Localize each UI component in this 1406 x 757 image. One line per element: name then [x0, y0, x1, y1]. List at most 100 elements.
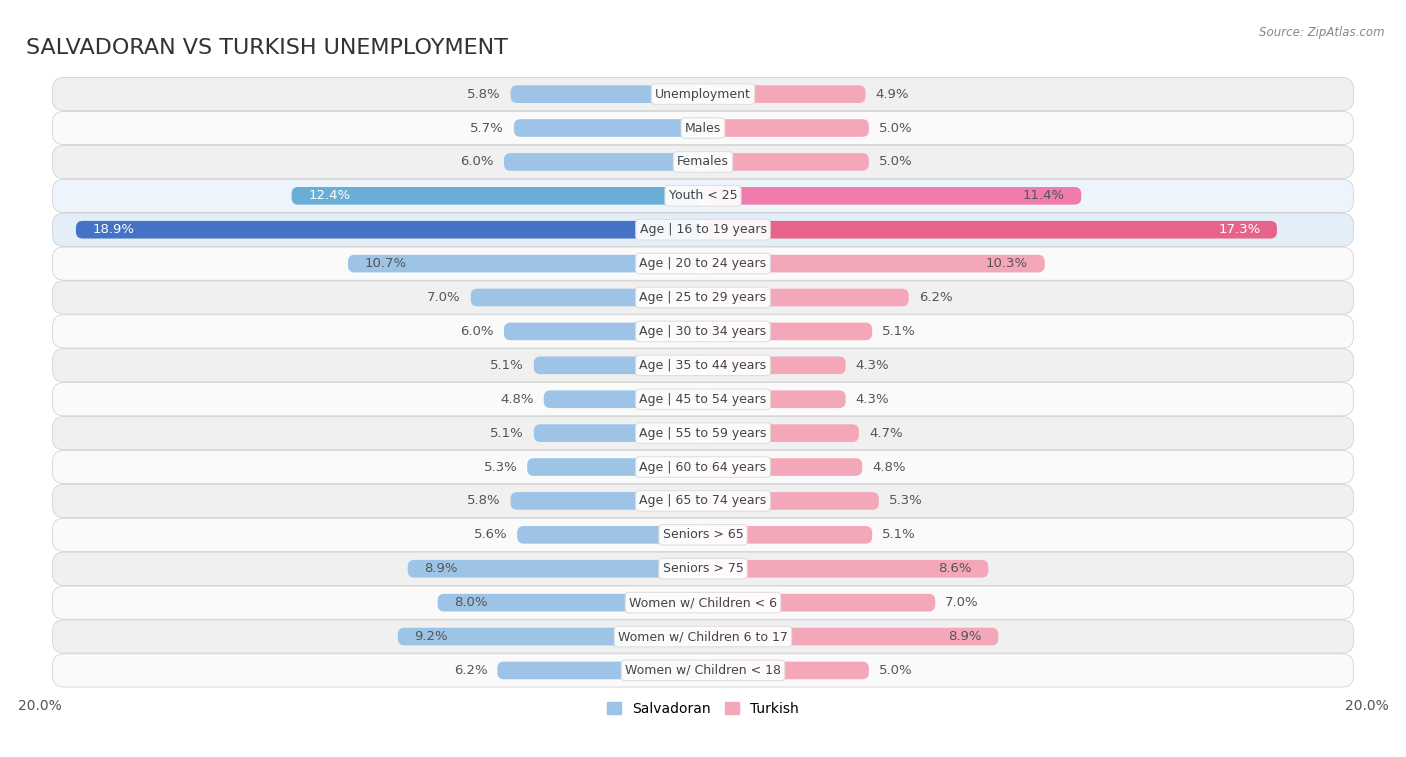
Text: 8.0%: 8.0% [454, 597, 488, 609]
FancyBboxPatch shape [703, 662, 869, 679]
FancyBboxPatch shape [503, 322, 703, 340]
FancyBboxPatch shape [437, 593, 703, 612]
Text: 6.2%: 6.2% [454, 664, 488, 677]
FancyBboxPatch shape [703, 221, 1277, 238]
FancyBboxPatch shape [52, 247, 1354, 280]
Text: 5.7%: 5.7% [470, 122, 503, 135]
Text: 8.6%: 8.6% [938, 562, 972, 575]
Text: 5.0%: 5.0% [879, 122, 912, 135]
FancyBboxPatch shape [703, 492, 879, 509]
FancyBboxPatch shape [534, 357, 703, 374]
FancyBboxPatch shape [703, 628, 998, 646]
FancyBboxPatch shape [52, 552, 1354, 585]
Text: 5.1%: 5.1% [491, 427, 524, 440]
FancyBboxPatch shape [703, 322, 872, 340]
Text: 4.3%: 4.3% [856, 359, 889, 372]
FancyBboxPatch shape [52, 213, 1354, 246]
Text: 12.4%: 12.4% [308, 189, 350, 202]
FancyBboxPatch shape [291, 187, 703, 204]
Text: 6.0%: 6.0% [461, 325, 494, 338]
Text: Age | 25 to 29 years: Age | 25 to 29 years [640, 291, 766, 304]
Text: 5.1%: 5.1% [491, 359, 524, 372]
Text: 4.8%: 4.8% [501, 393, 534, 406]
Text: Youth < 25: Youth < 25 [669, 189, 737, 202]
Text: Age | 65 to 74 years: Age | 65 to 74 years [640, 494, 766, 507]
Text: 8.9%: 8.9% [948, 630, 981, 643]
Text: Age | 55 to 59 years: Age | 55 to 59 years [640, 427, 766, 440]
Text: Source: ZipAtlas.com: Source: ZipAtlas.com [1260, 26, 1385, 39]
Text: 11.4%: 11.4% [1022, 189, 1064, 202]
FancyBboxPatch shape [52, 484, 1354, 518]
FancyBboxPatch shape [703, 86, 866, 103]
FancyBboxPatch shape [52, 382, 1354, 416]
Text: Age | 60 to 64 years: Age | 60 to 64 years [640, 460, 766, 474]
FancyBboxPatch shape [703, 153, 869, 171]
FancyBboxPatch shape [52, 281, 1354, 314]
Text: 5.8%: 5.8% [467, 88, 501, 101]
FancyBboxPatch shape [408, 560, 703, 578]
FancyBboxPatch shape [544, 391, 703, 408]
Text: Women w/ Children < 18: Women w/ Children < 18 [626, 664, 780, 677]
FancyBboxPatch shape [52, 111, 1354, 145]
FancyBboxPatch shape [52, 179, 1354, 213]
Text: 4.8%: 4.8% [872, 460, 905, 474]
Text: SALVADORAN VS TURKISH UNEMPLOYMENT: SALVADORAN VS TURKISH UNEMPLOYMENT [27, 38, 508, 58]
Text: 18.9%: 18.9% [93, 223, 135, 236]
FancyBboxPatch shape [510, 86, 703, 103]
Text: Women w/ Children < 6: Women w/ Children < 6 [628, 597, 778, 609]
FancyBboxPatch shape [498, 662, 703, 679]
FancyBboxPatch shape [513, 119, 703, 137]
Text: 5.0%: 5.0% [879, 664, 912, 677]
FancyBboxPatch shape [52, 450, 1354, 484]
FancyBboxPatch shape [703, 526, 872, 544]
FancyBboxPatch shape [703, 357, 845, 374]
Text: Unemployment: Unemployment [655, 88, 751, 101]
FancyBboxPatch shape [52, 77, 1354, 111]
FancyBboxPatch shape [510, 492, 703, 509]
FancyBboxPatch shape [703, 255, 1045, 273]
Text: 4.7%: 4.7% [869, 427, 903, 440]
Text: Males: Males [685, 122, 721, 135]
FancyBboxPatch shape [52, 620, 1354, 653]
Text: 10.3%: 10.3% [986, 257, 1028, 270]
Text: 7.0%: 7.0% [945, 597, 979, 609]
FancyBboxPatch shape [398, 628, 703, 646]
Text: 6.0%: 6.0% [461, 155, 494, 168]
Text: 5.1%: 5.1% [882, 528, 915, 541]
FancyBboxPatch shape [52, 349, 1354, 382]
Text: Age | 30 to 34 years: Age | 30 to 34 years [640, 325, 766, 338]
Text: 17.3%: 17.3% [1218, 223, 1260, 236]
Text: 5.0%: 5.0% [879, 155, 912, 168]
FancyBboxPatch shape [703, 593, 935, 612]
FancyBboxPatch shape [517, 526, 703, 544]
Text: Age | 16 to 19 years: Age | 16 to 19 years [640, 223, 766, 236]
Text: Seniors > 75: Seniors > 75 [662, 562, 744, 575]
FancyBboxPatch shape [52, 416, 1354, 450]
FancyBboxPatch shape [471, 288, 703, 307]
FancyBboxPatch shape [52, 145, 1354, 179]
FancyBboxPatch shape [503, 153, 703, 171]
FancyBboxPatch shape [703, 425, 859, 442]
Text: 8.9%: 8.9% [425, 562, 458, 575]
FancyBboxPatch shape [703, 391, 845, 408]
FancyBboxPatch shape [52, 519, 1354, 551]
FancyBboxPatch shape [76, 221, 703, 238]
Legend: Salvadoran, Turkish: Salvadoran, Turkish [602, 696, 804, 721]
Text: 5.8%: 5.8% [467, 494, 501, 507]
FancyBboxPatch shape [527, 458, 703, 476]
FancyBboxPatch shape [52, 654, 1354, 687]
Text: Females: Females [678, 155, 728, 168]
FancyBboxPatch shape [52, 315, 1354, 348]
Text: 7.0%: 7.0% [427, 291, 461, 304]
FancyBboxPatch shape [703, 560, 988, 578]
Text: 5.6%: 5.6% [474, 528, 508, 541]
Text: Age | 35 to 44 years: Age | 35 to 44 years [640, 359, 766, 372]
Text: 5.3%: 5.3% [889, 494, 922, 507]
Text: 5.1%: 5.1% [882, 325, 915, 338]
Text: 5.3%: 5.3% [484, 460, 517, 474]
FancyBboxPatch shape [703, 119, 869, 137]
Text: 6.2%: 6.2% [918, 291, 952, 304]
Text: Age | 20 to 24 years: Age | 20 to 24 years [640, 257, 766, 270]
Text: 4.9%: 4.9% [876, 88, 910, 101]
Text: Women w/ Children 6 to 17: Women w/ Children 6 to 17 [619, 630, 787, 643]
